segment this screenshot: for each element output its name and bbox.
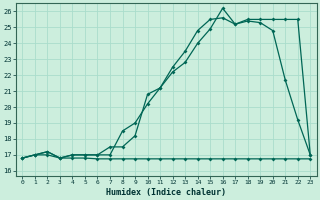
X-axis label: Humidex (Indice chaleur): Humidex (Indice chaleur) <box>106 188 226 197</box>
